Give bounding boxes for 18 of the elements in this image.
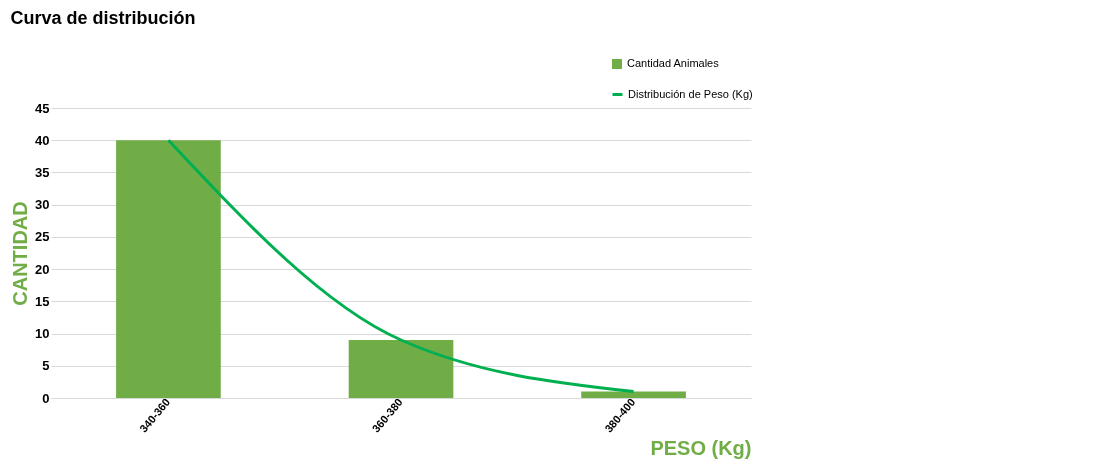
- bar: [348, 340, 454, 398]
- legend-label: Distribución de Peso (Kg): [628, 87, 753, 100]
- y-tick-label: 10: [35, 326, 50, 342]
- y-tick-label: 35: [35, 164, 50, 180]
- y-tick-label: 5: [42, 358, 50, 374]
- chart-title: Curva de distribución: [10, 8, 196, 28]
- legend-label: Cantidad Animales: [627, 57, 720, 69]
- x-axis-title: PESO (Kg): [650, 436, 752, 459]
- bar: [581, 391, 686, 398]
- y-tick-label: 0: [42, 390, 50, 406]
- bar: [116, 140, 221, 398]
- y-tick-label: 30: [35, 197, 50, 213]
- y-axis-title: CANTIDAD: [9, 201, 32, 306]
- y-tick-label: 20: [35, 261, 50, 277]
- y-tick-label: 40: [35, 132, 50, 148]
- y-tick-label: 15: [35, 293, 50, 309]
- y-tick-label: 45: [35, 100, 50, 116]
- y-tick-label: 25: [35, 229, 50, 245]
